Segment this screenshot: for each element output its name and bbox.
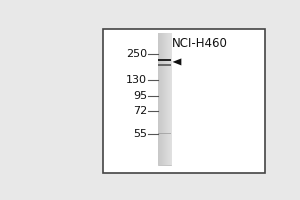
Text: NCI-H460: NCI-H460 bbox=[172, 37, 228, 50]
Bar bbox=[158, 64, 171, 66]
Text: 95: 95 bbox=[133, 91, 147, 101]
Bar bbox=[158, 59, 171, 61]
Polygon shape bbox=[172, 58, 182, 65]
Bar bbox=[158, 133, 171, 134]
Bar bbox=[103, 29, 266, 173]
Text: 130: 130 bbox=[126, 75, 147, 85]
Bar bbox=[158, 33, 171, 165]
Text: 250: 250 bbox=[126, 49, 147, 59]
Text: 55: 55 bbox=[133, 129, 147, 139]
Text: 72: 72 bbox=[133, 106, 147, 116]
